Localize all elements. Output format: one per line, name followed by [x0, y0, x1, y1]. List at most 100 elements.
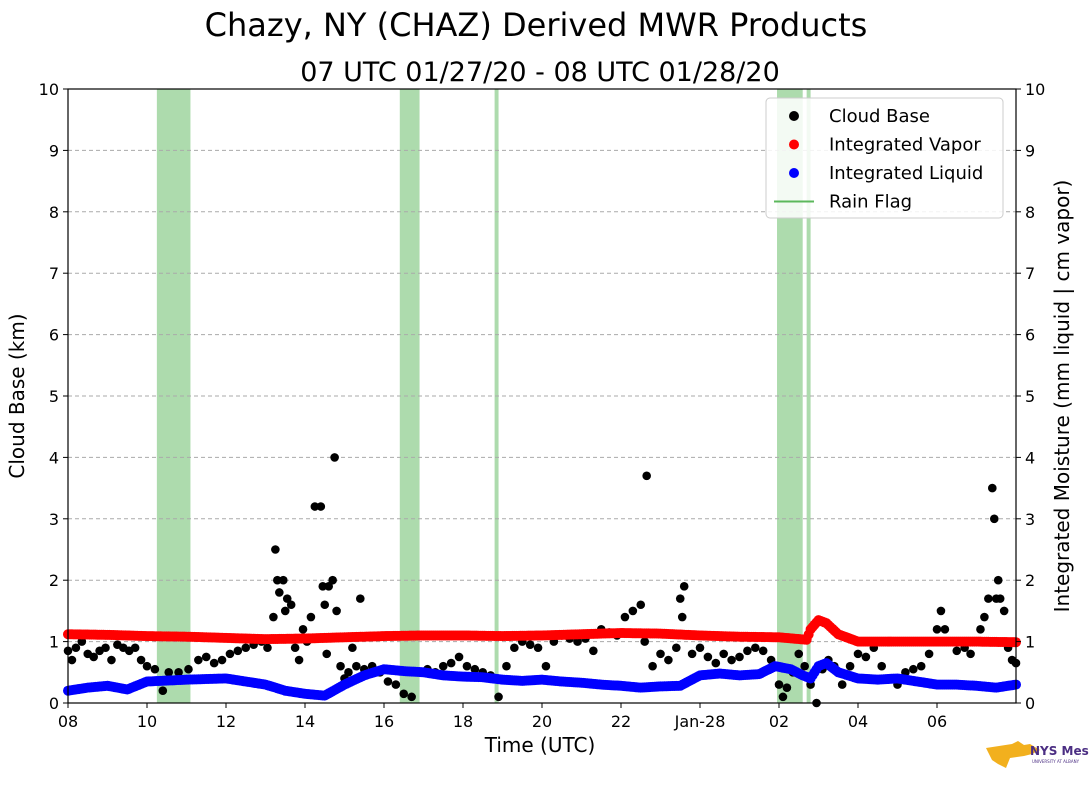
data-point: [241, 643, 251, 653]
data-point: [290, 643, 300, 653]
data-point: [130, 643, 140, 653]
x-tick-label: Jan-28: [674, 712, 726, 731]
data-point: [217, 655, 227, 665]
data-point: [751, 643, 760, 653]
data-point: [280, 606, 290, 616]
data-point: [316, 502, 326, 511]
data-point: [672, 643, 681, 653]
data-point: [438, 661, 448, 671]
data-point: [966, 649, 975, 659]
rain-flag-band: [399, 89, 420, 703]
data-point: [703, 652, 713, 662]
y-tick-label-right: 2: [1025, 571, 1035, 590]
legend-marker: [789, 139, 799, 150]
data-point: [336, 661, 345, 671]
y-tick-label-right: 3: [1025, 510, 1035, 529]
data-point: [107, 655, 116, 665]
x-tick-label: 04: [848, 712, 868, 731]
data-point: [344, 668, 353, 677]
y-tick-label-right: 7: [1025, 264, 1035, 283]
data-point: [164, 668, 174, 677]
data-point: [656, 649, 665, 659]
y-tick-label-right: 8: [1025, 203, 1035, 222]
y-tick-label-right: 0: [1025, 694, 1035, 713]
data-point: [924, 649, 934, 659]
data-point: [778, 692, 788, 702]
data-point: [324, 582, 334, 591]
data-point: [332, 606, 341, 616]
y-tick-label-right: 10: [1025, 80, 1045, 99]
data-point: [209, 658, 219, 668]
data-point: [454, 652, 464, 662]
data-point: [940, 625, 950, 634]
data-point: [743, 646, 752, 656]
data-point: [675, 594, 685, 603]
data-point: [275, 588, 284, 597]
data-point: [470, 664, 480, 674]
data-point: [984, 594, 993, 603]
data-point: [174, 668, 183, 677]
data-point: [462, 661, 472, 671]
data-point: [318, 582, 328, 591]
data-point: [727, 655, 736, 665]
x-tick-label: 20: [532, 712, 552, 731]
data-point: [320, 600, 330, 610]
y-tick-label-left: 5: [49, 387, 59, 406]
x-tick-label: 10: [137, 712, 157, 731]
data-point: [494, 692, 503, 702]
data-point: [628, 606, 638, 616]
data-point: [916, 661, 926, 671]
data-point: [282, 594, 292, 603]
legend-label: Integrated Vapor: [829, 135, 981, 156]
data-point: [310, 502, 320, 511]
x-tick-label: 06: [927, 712, 947, 731]
y-tick-label-left: 7: [49, 264, 59, 283]
data-point: [399, 689, 409, 699]
data-point: [306, 612, 316, 622]
y-tick-label-left: 6: [49, 326, 59, 345]
axes: 08 10 12 14 16 18 20 22 Jan-28 02 04 060 01 12 23 34 45 5…: [39, 80, 1046, 731]
data-point: [391, 680, 401, 689]
y-tick-label-right: 4: [1025, 448, 1035, 467]
data-point: [533, 643, 543, 653]
data-point: [735, 652, 744, 662]
data-point: [356, 594, 365, 603]
data-point: [330, 453, 339, 462]
data-point: [89, 652, 98, 662]
data-point: [952, 646, 962, 656]
data-point: [837, 680, 847, 689]
data-point: [271, 545, 280, 554]
rain-flag-band: [806, 89, 811, 703]
data-point: [407, 692, 416, 702]
logo-subtext: UNIVERSITY AT ALBANY: [1032, 759, 1080, 764]
data-point: [988, 483, 997, 493]
data-point: [348, 643, 357, 653]
data-point: [695, 643, 705, 653]
data-point: [636, 600, 646, 610]
data-point: [774, 680, 784, 689]
legend: Cloud Base Integrated Vapor Integrated Liq…: [765, 97, 1004, 219]
data-point: [936, 606, 946, 616]
data-point: [980, 612, 989, 622]
data-point: [510, 643, 519, 653]
data-point: [620, 612, 630, 622]
legend-label: Cloud Base: [829, 106, 930, 127]
chart-title: Chazy, NY (CHAZ) Derived MWR Products: [205, 6, 868, 44]
ny-state-map-icon: [986, 741, 1040, 768]
data-point: [800, 661, 809, 671]
data-point: [711, 658, 721, 668]
data-point: [758, 646, 768, 656]
y-axis-label-right: Integrated Moisture (mm liquid | cm vapo…: [1050, 180, 1074, 613]
data-point: [158, 686, 168, 696]
data-point: [263, 643, 272, 653]
data-point: [269, 612, 278, 622]
legend-label: Integrated Liquid: [829, 163, 983, 184]
data-point: [294, 655, 304, 665]
data-point: [589, 646, 598, 656]
data-point: [525, 640, 535, 649]
y-tick-label-left: 9: [49, 141, 59, 160]
legend-label: Rain Flag: [829, 192, 912, 213]
data-point: [352, 661, 361, 671]
x-tick-label: 12: [216, 712, 236, 731]
